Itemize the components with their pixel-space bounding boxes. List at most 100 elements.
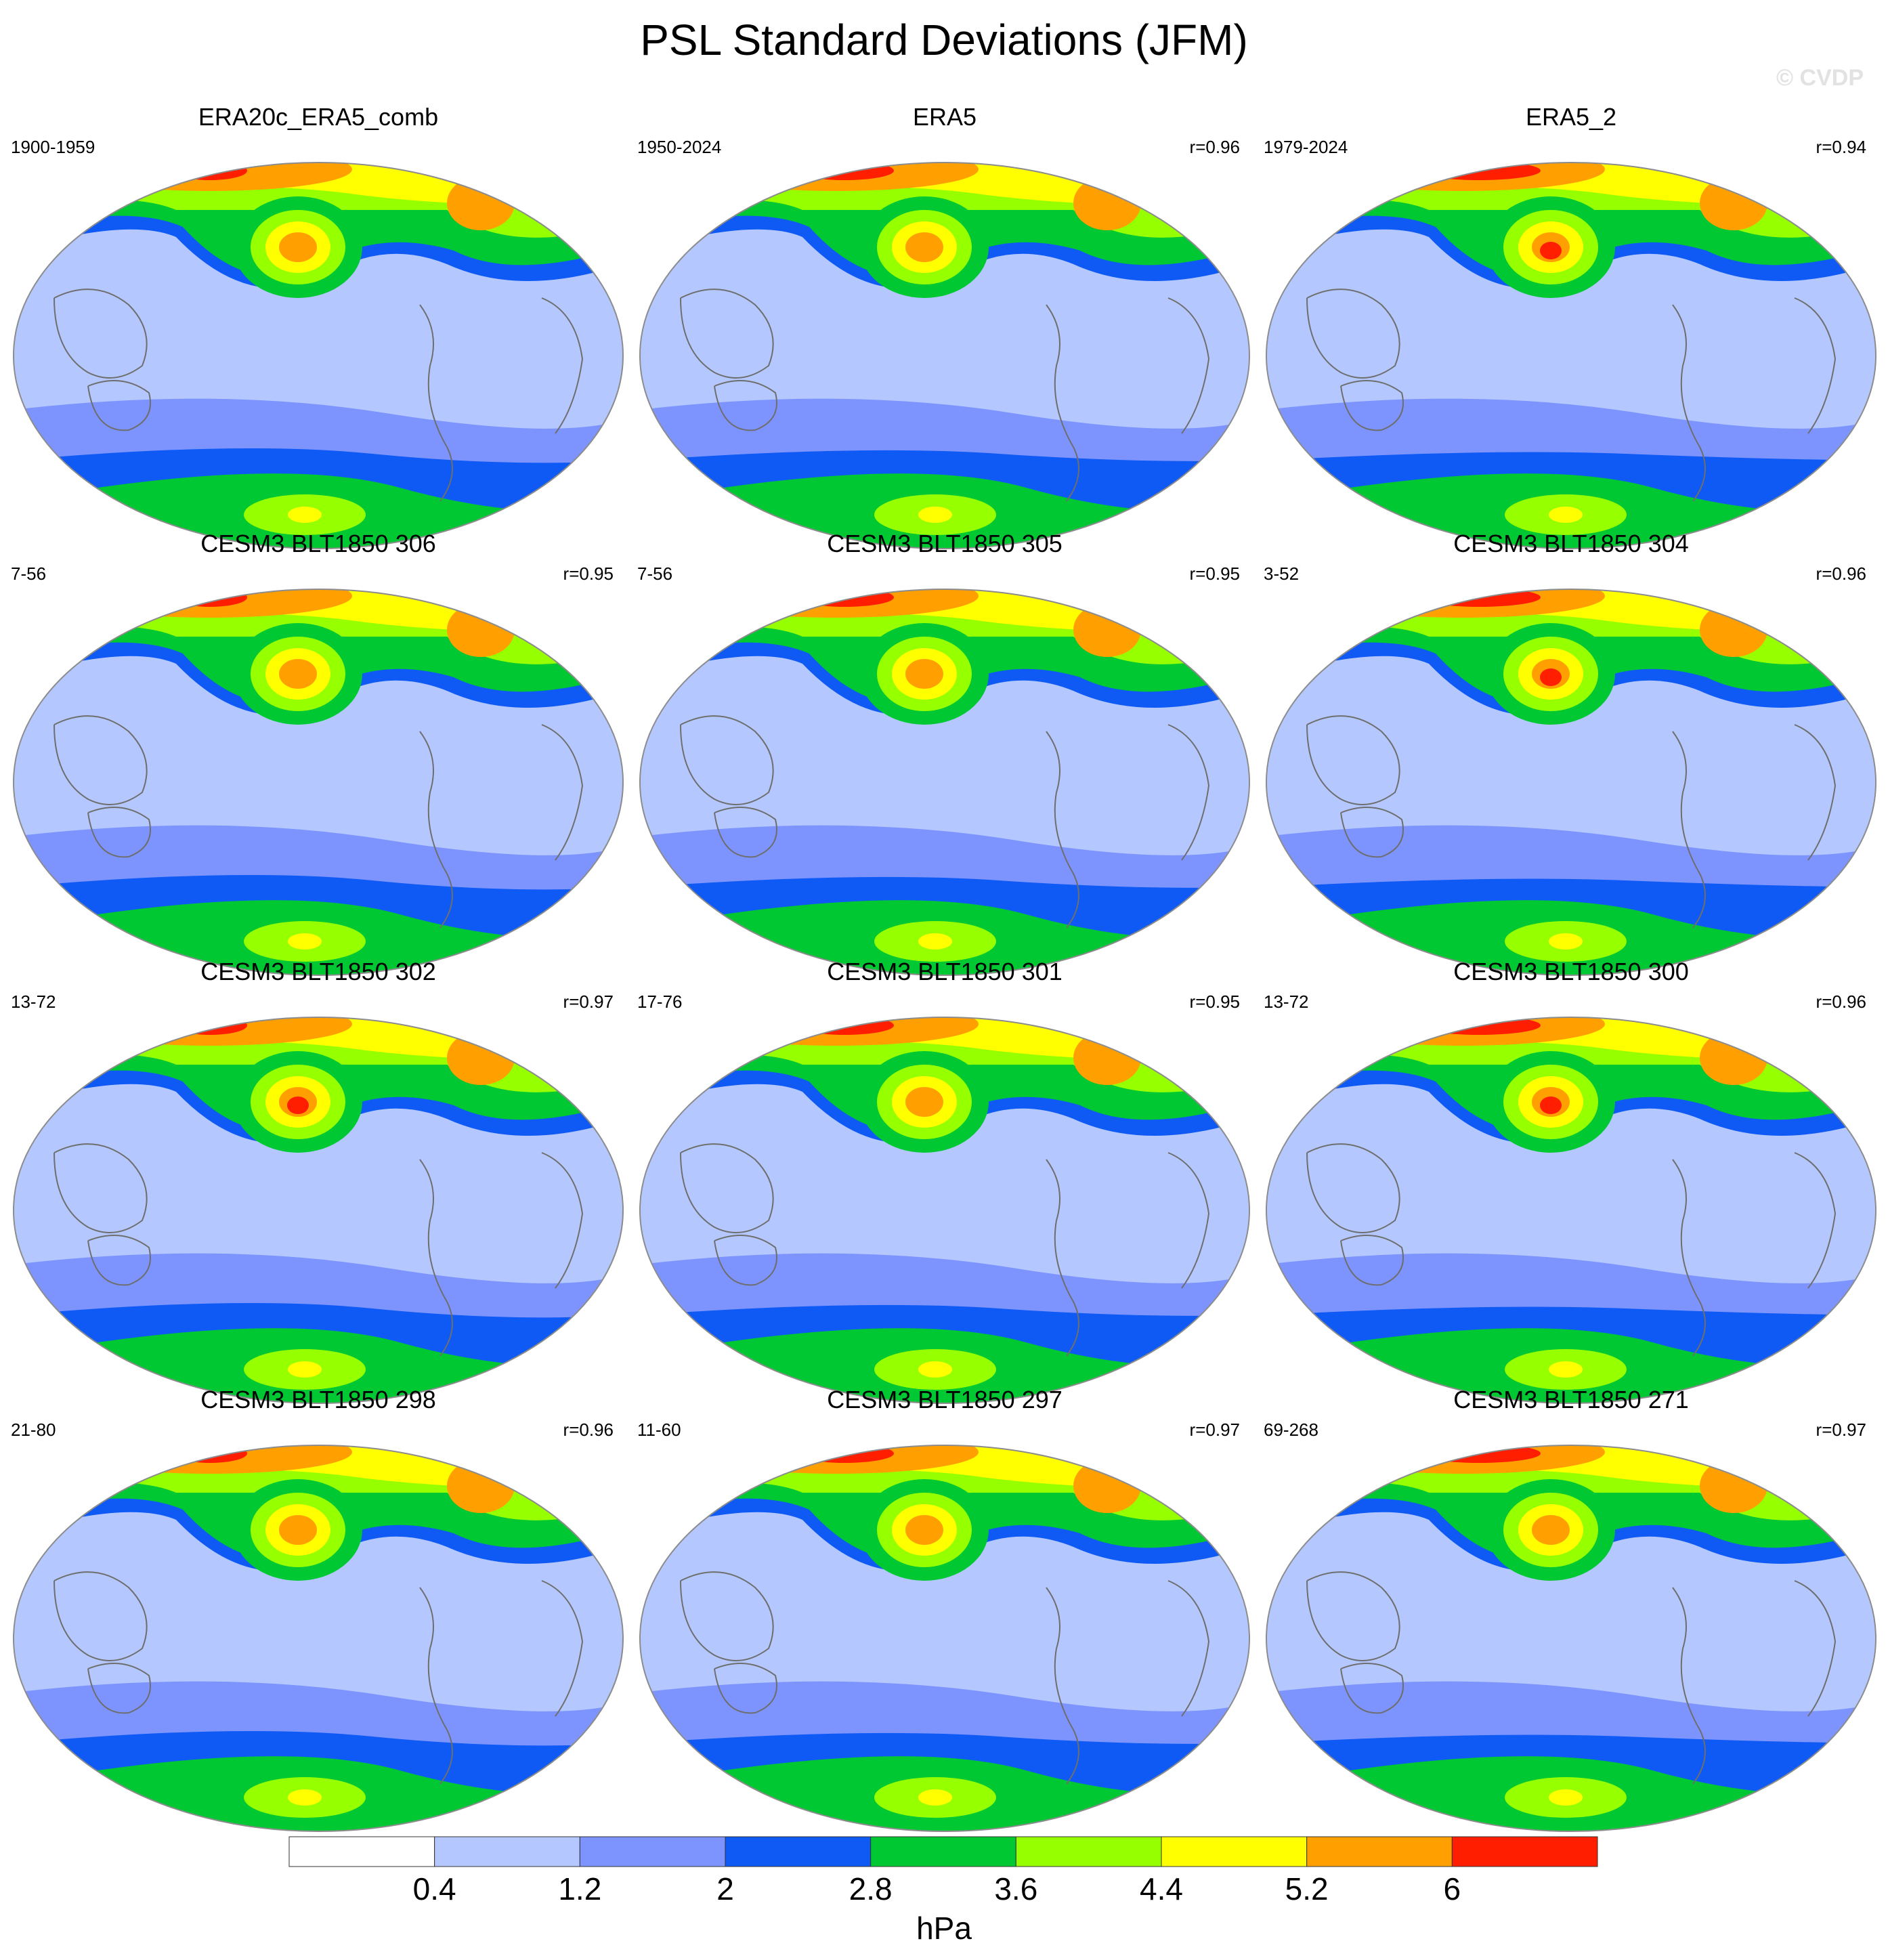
panel-correlation: r=0.96 [563, 1420, 614, 1440]
coastline-australia [1340, 807, 1404, 858]
coastline-americas [1672, 731, 1706, 929]
coastline-africa [541, 1580, 584, 1717]
map-border [639, 162, 1250, 549]
colorbar-swatch [725, 1836, 872, 1867]
panel-correlation: r=0.97 [563, 992, 614, 1012]
colorbar-swatch [870, 1836, 1016, 1867]
map-panel: CESM3 BLT1850 298 21-80 r=0.96 [7, 1357, 630, 1832]
north-pacific-red [795, 589, 894, 607]
map-plot [13, 1445, 624, 1832]
panel-correlation: r=0.95 [563, 563, 614, 584]
north-pacific-red [173, 589, 247, 607]
north-pacific-red [173, 1445, 247, 1463]
coastline-australia [714, 1663, 777, 1714]
coastline-africa [1794, 1152, 1837, 1289]
coastline-asia [680, 289, 774, 379]
coastline-asia [1306, 715, 1400, 805]
map-panel: CESM3 BLT1850 306 7-56 r=0.95 [7, 501, 630, 976]
south-max-yellow [1549, 507, 1583, 523]
north-pacific-orange [1321, 1017, 1605, 1046]
colorbar-swatch [1306, 1836, 1453, 1867]
coastline-americas [1046, 1587, 1079, 1785]
panel-title: CESM3 BLT1850 300 [1453, 958, 1689, 985]
colorbar-tick-label: 1.2 [558, 1871, 602, 1906]
colorbar-swatch [288, 1836, 435, 1867]
panel-correlation: r=0.96 [1816, 992, 1866, 1012]
panel-title: CESM3 BLT1850 305 [827, 530, 1063, 557]
panel-years: 21-80 [11, 1420, 56, 1440]
map-border [13, 162, 624, 549]
map-panel: ERA20c_ERA5_comb 1900-1959 [7, 74, 630, 549]
panel-correlation: r=0.95 [1189, 992, 1240, 1012]
map-panel: ERA5 1950-2024 r=0.96 [633, 74, 1256, 549]
north-pacific-orange [1321, 163, 1605, 191]
colorbar-swatch [579, 1836, 726, 1867]
coastline-americas [1672, 1587, 1706, 1785]
south-max-yellow [1549, 1361, 1583, 1378]
coastline-asia [680, 1143, 774, 1233]
north-pacific-orange [694, 1445, 979, 1474]
center-red [1540, 1096, 1562, 1114]
map-border [639, 1017, 1250, 1404]
coastline-australia [1340, 380, 1404, 431]
colorbar-tick-label: 0.4 [412, 1871, 456, 1906]
map-panel: CESM3 BLT1850 302 13-72 r=0.97 [7, 929, 630, 1404]
panel-title: ERA5 [912, 103, 977, 131]
center-orange [905, 659, 943, 689]
north-pacific-red [1417, 589, 1541, 607]
colorbar-tick-label: 2 [716, 1871, 734, 1906]
colorbar-swatch [1015, 1836, 1162, 1867]
panel-years: 11-60 [637, 1420, 681, 1440]
colorbar-tick-label: 5.2 [1285, 1871, 1329, 1906]
map-panel: CESM3 BLT1850 271 69-268 r=0.97 [1260, 1357, 1883, 1832]
north-pacific-red [173, 1017, 247, 1035]
panel-correlation: r=0.94 [1816, 137, 1866, 157]
coastline-asia [680, 1571, 774, 1661]
colorbar-swatch [434, 1836, 580, 1867]
center-orange [905, 1087, 943, 1117]
map-border [13, 1445, 624, 1832]
panel-title: CESM3 BLT1850 306 [200, 530, 436, 557]
map-plot [639, 1445, 1250, 1832]
coastline-australia [87, 380, 151, 431]
south-max-yellow [918, 507, 952, 523]
coastline-africa [1794, 297, 1837, 434]
map-border [1266, 1445, 1876, 1832]
colorbar-tick-label: 2.8 [849, 1871, 893, 1906]
panel-correlation: r=0.96 [1189, 137, 1240, 157]
coastline-africa [1167, 1580, 1210, 1717]
map-panel: CESM3 BLT1850 301 17-76 r=0.95 [633, 929, 1256, 1404]
panel-years: 3-52 [1264, 563, 1300, 584]
south-max-yellow [288, 507, 322, 523]
panel-correlation: r=0.97 [1816, 1420, 1866, 1440]
north-pacific-orange [1321, 1445, 1605, 1474]
panel-title: CESM3 BLT1850 304 [1453, 530, 1689, 557]
panel-title: ERA5_2 [1525, 103, 1617, 131]
panel-years: 17-76 [637, 992, 683, 1012]
map-panel: CESM3 BLT1850 304 3-52 r=0.96 [1260, 501, 1883, 976]
north-pacific-orange [68, 163, 352, 191]
north-pacific-orange [694, 1017, 979, 1046]
coastline-americas [419, 1587, 453, 1785]
north-pacific-orange [694, 163, 979, 191]
south-max-yellow [288, 1361, 322, 1378]
coastline-africa [1794, 1580, 1837, 1717]
coastline-asia [53, 1143, 148, 1233]
map-border [639, 1445, 1250, 1832]
panel-years: 13-72 [11, 992, 56, 1012]
panel-title: ERA20c_ERA5_comb [198, 103, 439, 131]
figure-title: PSL Standard Deviations (JFM) [640, 16, 1248, 64]
map-panel: CESM3 BLT1850 300 13-72 r=0.96 [1260, 929, 1883, 1404]
colorbar-tick-label: 6 [1443, 1871, 1461, 1906]
coastline-asia [53, 715, 148, 805]
coastline-americas [1046, 731, 1079, 929]
map-plot [13, 589, 624, 976]
coastline-americas [1046, 304, 1079, 502]
coastline-africa [541, 1152, 584, 1289]
coastline-asia [1306, 289, 1400, 379]
north-pacific-red [795, 1445, 894, 1463]
map-border [1266, 589, 1876, 976]
panel-years: 69-268 [1264, 1420, 1318, 1440]
panel-correlation: r=0.96 [1816, 563, 1866, 584]
colorbar-swatch [1451, 1836, 1598, 1867]
